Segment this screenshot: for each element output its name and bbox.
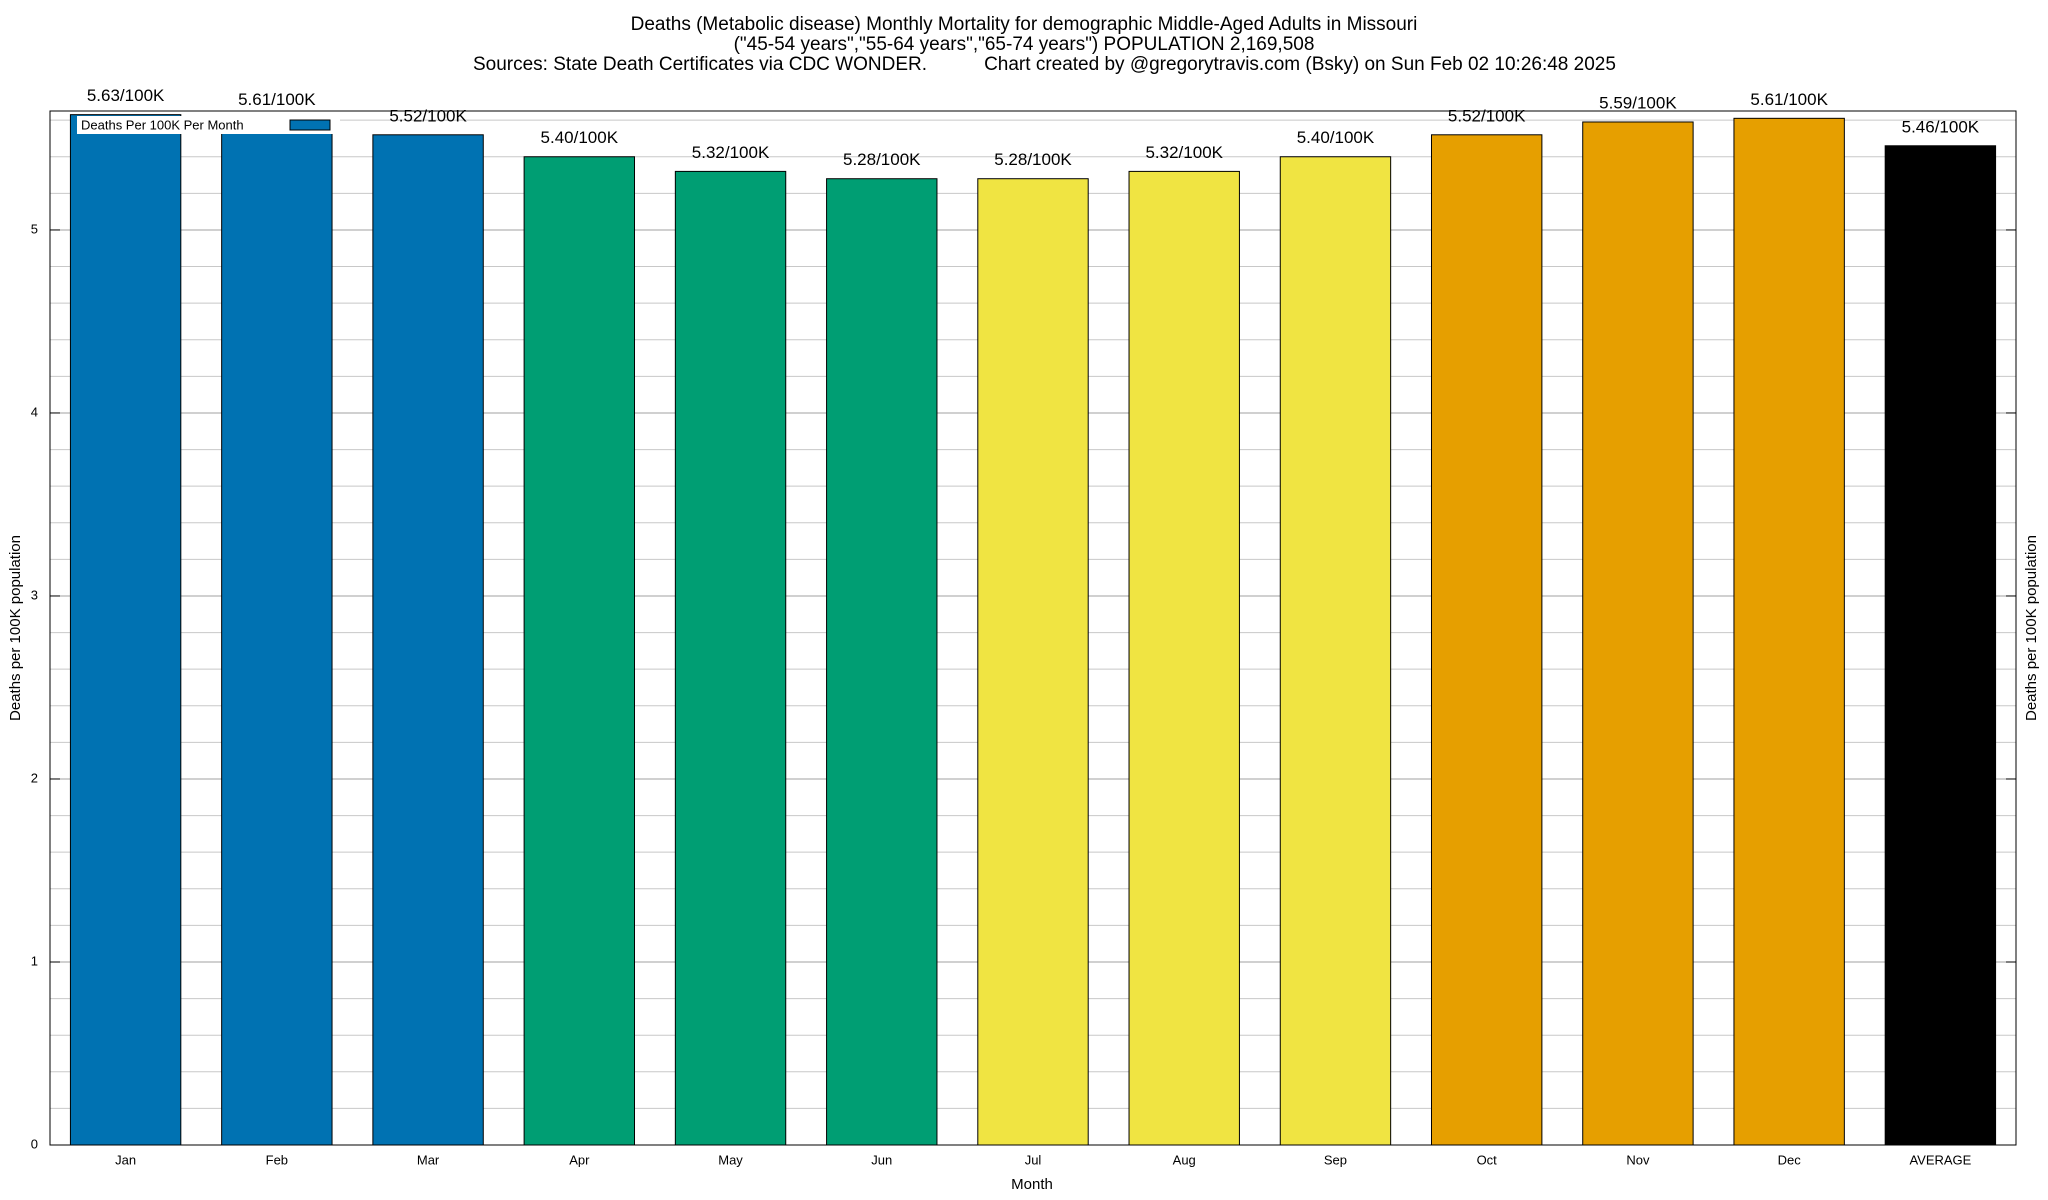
bar: [221, 117, 333, 1146]
x-tick-label: Jun: [871, 1152, 892, 1167]
x-tick-label: Dec: [1778, 1152, 1802, 1167]
bar: [1128, 170, 1240, 1146]
legend-label: Deaths Per 100K Per Month: [81, 117, 244, 132]
bar: [372, 134, 484, 1146]
plot-frame: [49, 110, 2017, 1146]
value-label: 5.61/100K: [1750, 90, 1828, 109]
x-tick-label: Apr: [569, 1152, 590, 1167]
chart-credit: Chart created by @gregorytravis.com (Bsk…: [984, 54, 1616, 75]
x-tick-label: Feb: [266, 1152, 288, 1167]
y-axis-title: Deaths per 100K population: [7, 535, 24, 721]
x-tick-label: Nov: [1626, 1152, 1650, 1167]
x-tick-label: Jul: [1025, 1152, 1042, 1167]
bar: [977, 178, 1089, 1146]
y2-axis-title: Deaths per 100K population: [2023, 535, 2040, 721]
bar: [1733, 117, 1845, 1146]
x-tick-label: Aug: [1173, 1152, 1196, 1167]
legend-swatch: [289, 119, 331, 131]
bar: [674, 170, 787, 1146]
chart-source: Sources: State Death Certificates via CD…: [473, 54, 927, 75]
x-tick-label: Sep: [1324, 1152, 1347, 1167]
y-tick-label: 0: [31, 1136, 38, 1151]
bar: [1279, 156, 1392, 1146]
x-tick-label: Jan: [115, 1152, 136, 1167]
x-tick-label: AVERAGE: [1909, 1152, 1971, 1167]
value-label: 5.32/100K: [692, 143, 770, 162]
bar: [523, 156, 636, 1146]
value-label: 5.52/100K: [1448, 106, 1526, 125]
y-tick-label: 5: [31, 221, 38, 236]
value-label: 5.61/100K: [238, 90, 316, 109]
value-label: 5.28/100K: [994, 150, 1072, 169]
value-label: 5.59/100K: [1599, 93, 1677, 112]
chart-subtitle: ("45-54 years","55-64 years","65-74 year…: [734, 34, 1315, 55]
y-tick-label: 4: [31, 404, 38, 419]
value-label: 5.46/100K: [1902, 117, 1980, 136]
chart-title: Deaths (Metabolic disease) Monthly Morta…: [631, 14, 1418, 35]
value-label: 5.32/100K: [1145, 143, 1223, 162]
x-tick-label: Mar: [417, 1152, 440, 1167]
legend-box: [77, 116, 340, 134]
bar: [1582, 121, 1694, 1146]
x-tick-label: May: [718, 1152, 743, 1167]
bar: [826, 178, 938, 1146]
value-label: 5.52/100K: [389, 106, 467, 125]
x-tick-label: Oct: [1477, 1152, 1498, 1167]
value-label: 5.40/100K: [1297, 128, 1375, 147]
bar: [1884, 145, 1997, 1146]
bar: [1430, 134, 1543, 1146]
value-label: 5.28/100K: [843, 150, 921, 169]
y-tick-label: 1: [31, 953, 38, 968]
y-tick-label: 3: [31, 587, 38, 602]
value-label: 5.40/100K: [541, 128, 619, 147]
x-axis-title: Month: [1011, 1176, 1053, 1193]
bar: [69, 114, 182, 1146]
value-label: 5.63/100K: [87, 86, 165, 105]
y-tick-label: 2: [31, 770, 38, 785]
